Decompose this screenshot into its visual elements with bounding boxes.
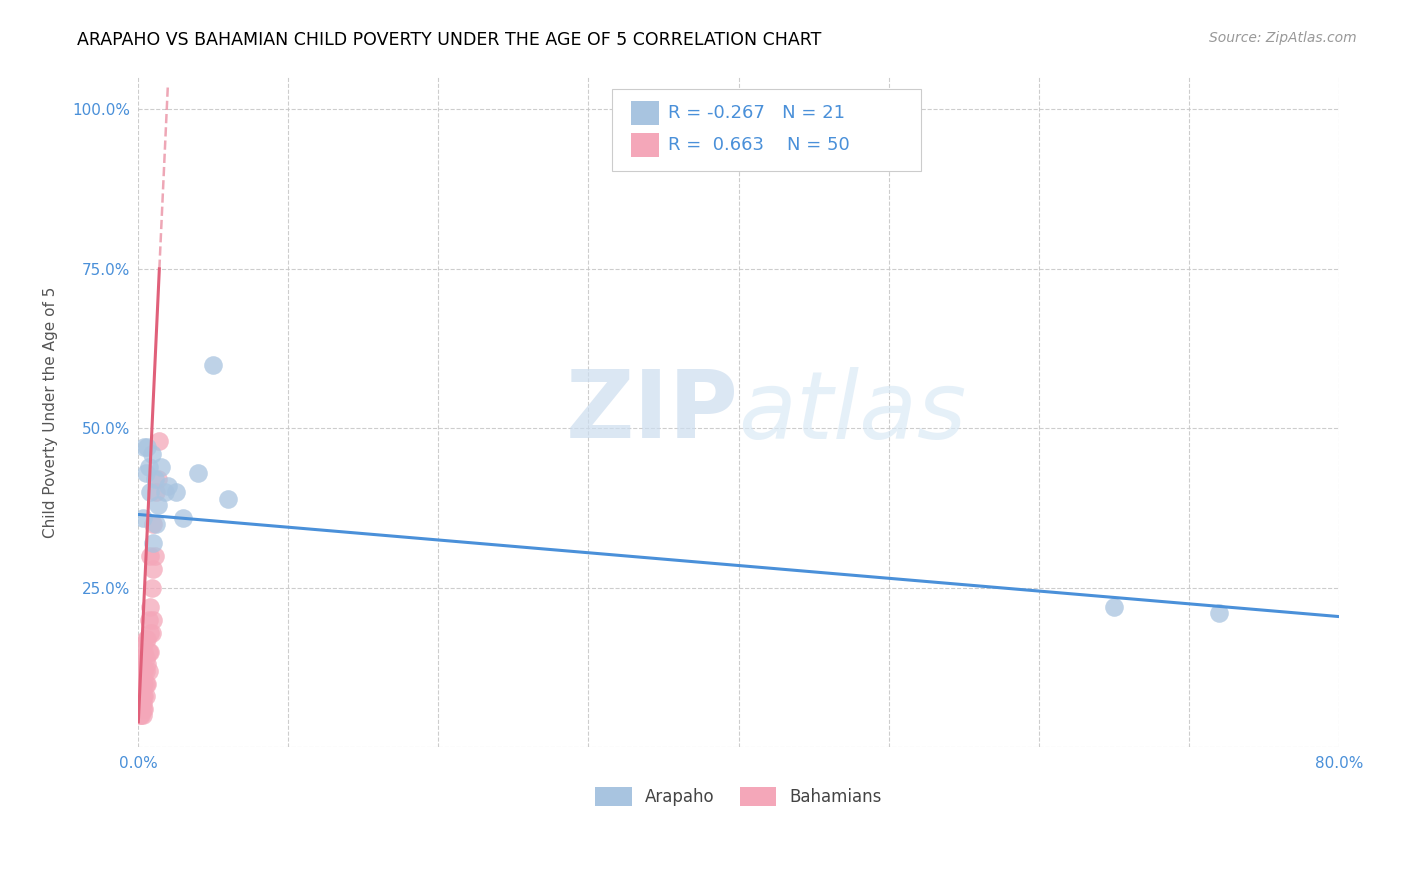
Point	[128, 690, 150, 704]
Point	[138, 459, 160, 474]
Point	[139, 549, 162, 563]
Point	[138, 613, 160, 627]
Point	[157, 479, 180, 493]
Point	[187, 466, 209, 480]
Point	[136, 676, 159, 690]
Point	[132, 708, 155, 723]
Point	[149, 459, 172, 474]
Text: atlas: atlas	[738, 367, 967, 458]
Point	[131, 670, 153, 684]
Point	[134, 645, 156, 659]
Point	[132, 651, 155, 665]
Point	[128, 696, 150, 710]
Point	[1102, 599, 1125, 614]
Text: ARAPAHO VS BAHAMIAN CHILD POVERTY UNDER THE AGE OF 5 CORRELATION CHART: ARAPAHO VS BAHAMIAN CHILD POVERTY UNDER …	[77, 31, 821, 49]
Point	[135, 690, 157, 704]
Text: R =  0.663    N = 50: R = 0.663 N = 50	[668, 136, 849, 154]
Point	[139, 625, 162, 640]
Point	[131, 696, 153, 710]
Point	[132, 664, 155, 678]
Point	[141, 447, 163, 461]
Y-axis label: Child Poverty Under the Age of 5: Child Poverty Under the Age of 5	[44, 286, 58, 538]
Point	[141, 625, 163, 640]
Point	[136, 632, 159, 646]
Point	[134, 690, 156, 704]
Point	[142, 613, 165, 627]
Point	[142, 536, 165, 550]
Point	[136, 657, 159, 672]
Point	[136, 441, 159, 455]
Point	[138, 664, 160, 678]
Point	[132, 676, 155, 690]
Point	[128, 664, 150, 678]
Point	[134, 702, 156, 716]
Point	[134, 441, 156, 455]
Point	[143, 472, 166, 486]
Text: Source: ZipAtlas.com: Source: ZipAtlas.com	[1209, 31, 1357, 45]
Point	[132, 702, 155, 716]
Point	[148, 434, 170, 449]
Point	[135, 632, 157, 646]
Point	[139, 485, 162, 500]
Point	[1208, 607, 1230, 621]
Point	[131, 690, 153, 704]
Point	[128, 702, 150, 716]
Point	[146, 498, 169, 512]
Point	[217, 491, 239, 506]
Point	[132, 638, 155, 652]
Point	[132, 690, 155, 704]
Point	[142, 562, 165, 576]
Point	[143, 549, 166, 563]
Text: R = -0.267   N = 21: R = -0.267 N = 21	[668, 104, 845, 122]
Point	[141, 581, 163, 595]
Point	[128, 676, 150, 690]
Point	[134, 676, 156, 690]
Point	[202, 358, 225, 372]
Point	[165, 485, 187, 500]
Point	[134, 664, 156, 678]
Legend: Arapaho, Bahamians: Arapaho, Bahamians	[588, 780, 889, 813]
Point	[135, 651, 157, 665]
Point	[142, 516, 165, 531]
Point	[145, 485, 167, 500]
Point	[135, 676, 157, 690]
Point	[132, 510, 155, 524]
Point	[132, 696, 155, 710]
Point	[135, 664, 157, 678]
Point	[131, 657, 153, 672]
Point	[128, 708, 150, 723]
Point	[138, 645, 160, 659]
Point	[131, 708, 153, 723]
Point	[139, 645, 162, 659]
Point	[155, 485, 177, 500]
Point	[146, 472, 169, 486]
Point	[131, 676, 153, 690]
Point	[135, 466, 157, 480]
Point	[145, 516, 167, 531]
Point	[172, 510, 194, 524]
Point	[131, 682, 153, 697]
Point	[139, 599, 162, 614]
Text: ZIP: ZIP	[565, 367, 738, 458]
